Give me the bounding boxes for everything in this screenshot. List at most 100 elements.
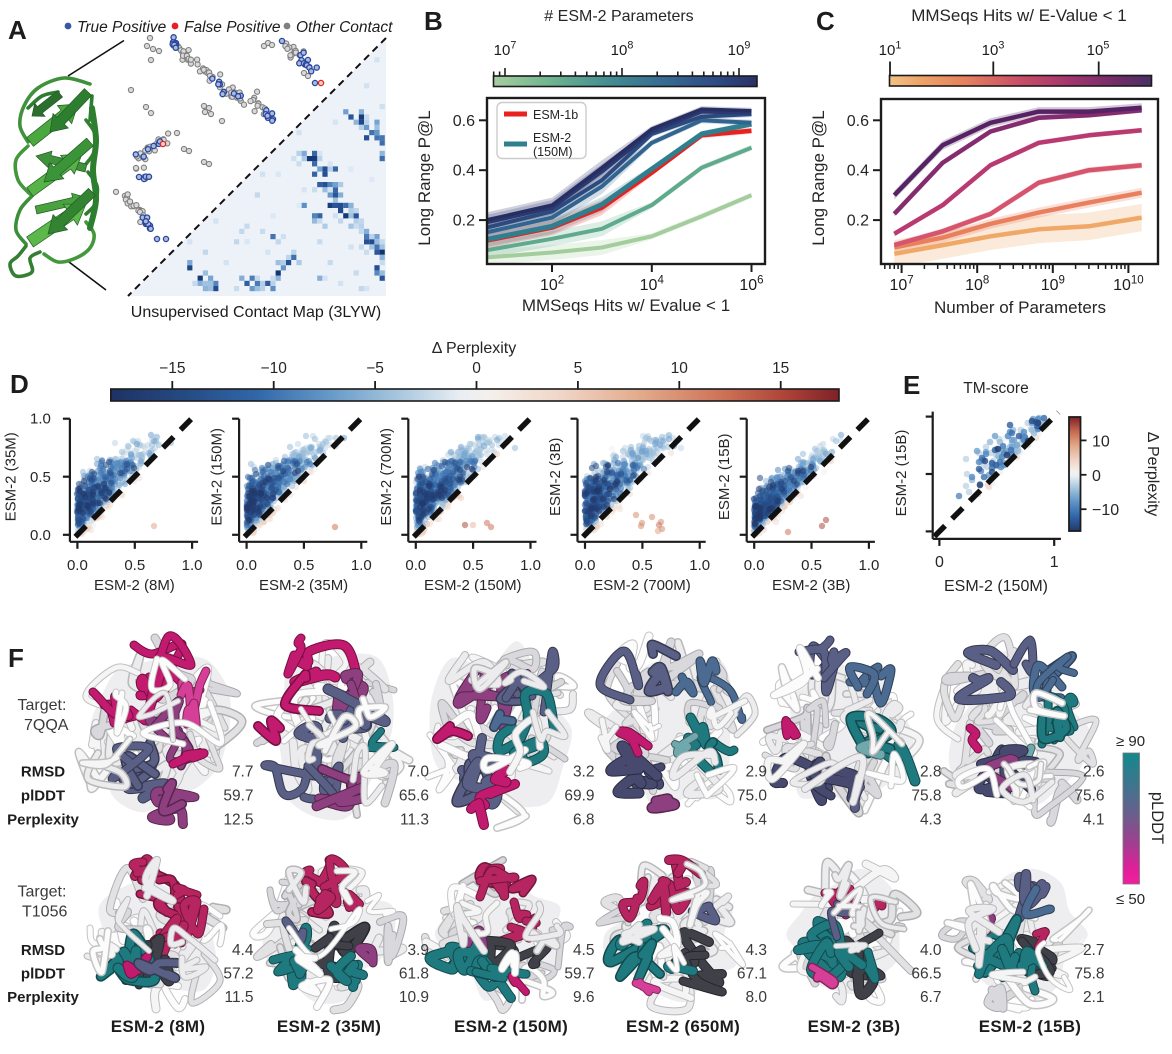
svg-text:ESM-2 (700M): ESM-2 (700M) [593,577,691,594]
svg-text:4.3: 4.3 [920,812,942,829]
svg-text:True Positive: True Positive [77,19,167,36]
svg-text:1.0: 1.0 [351,557,372,574]
svg-text:ESM-2 (15B): ESM-2 (15B) [979,1017,1082,1036]
svg-text:ESM-2 (3B): ESM-2 (3B) [547,438,564,516]
svg-text:T1056: T1056 [22,904,67,921]
svg-text:5.4: 5.4 [745,812,767,829]
svg-text:Target:: Target: [18,697,67,714]
svg-text:−15: −15 [159,360,185,377]
svg-text:0.0: 0.0 [744,557,765,574]
svg-text:8.0: 8.0 [745,989,767,1006]
svg-text:0.5: 0.5 [463,557,484,574]
svg-text:12.5: 12.5 [223,812,253,829]
svg-text:≤ 50: ≤ 50 [1116,891,1145,908]
svg-text:(150M): (150M) [533,145,573,159]
svg-text:6.8: 6.8 [573,812,595,829]
svg-text:0.5: 0.5 [801,557,822,574]
svg-text:0.6: 0.6 [847,113,869,130]
svg-text:69.9: 69.9 [564,788,594,805]
svg-text:2.7: 2.7 [1083,942,1105,959]
svg-text:E: E [903,370,920,400]
svg-text:0.5: 0.5 [124,557,145,574]
svg-text:0.0: 0.0 [575,557,596,574]
svg-text:10: 10 [1092,433,1110,450]
svg-text:1.0: 1.0 [30,411,51,428]
svg-text:# ESM-2 Parameters: # ESM-2 Parameters [544,8,693,25]
svg-text:−5: −5 [366,360,384,377]
svg-text:66.5: 66.5 [911,966,941,983]
svg-text:0.5: 0.5 [294,557,315,574]
svg-text:57.2: 57.2 [223,966,253,983]
svg-text:10: 10 [671,360,689,377]
svg-text:ESM-2: ESM-2 [533,131,571,145]
svg-text:11.5: 11.5 [224,989,253,1006]
svg-text:0.0: 0.0 [236,557,257,574]
svg-text:TM-score: TM-score [963,380,1028,397]
svg-text:F: F [8,643,24,673]
svg-text:plDDT: plDDT [21,788,65,805]
svg-text:4.1: 4.1 [1083,812,1105,829]
svg-text:3.2: 3.2 [573,764,595,781]
svg-text:Perplexity: Perplexity [7,989,79,1006]
svg-text:≥ 90: ≥ 90 [1116,733,1145,750]
svg-text:ESM-2 (35M): ESM-2 (35M) [277,1017,381,1036]
svg-text:0: 0 [1092,468,1101,485]
svg-text:C: C [816,6,835,36]
svg-text:59.7: 59.7 [223,788,253,805]
svg-text:0.4: 0.4 [847,163,869,180]
svg-text:3.9: 3.9 [407,942,429,959]
svg-text:0.0: 0.0 [67,557,88,574]
svg-text:Target:: Target: [18,884,67,901]
svg-text:1.0: 1.0 [689,557,710,574]
svg-text:0.0: 0.0 [30,527,51,544]
svg-text:ESM-2 (8M): ESM-2 (8M) [94,577,175,594]
svg-text:0.5: 0.5 [632,557,653,574]
svg-text:0: 0 [935,554,944,571]
svg-text:0.2: 0.2 [847,213,869,230]
svg-text:ESM-2 (35M): ESM-2 (35M) [259,577,348,594]
svg-text:0.2: 0.2 [453,213,475,230]
svg-text:ESM-2 (15B): ESM-2 (15B) [716,433,733,520]
svg-text:15: 15 [772,360,789,377]
svg-text:2.1: 2.1 [1083,989,1105,1006]
svg-text:4.3: 4.3 [745,942,767,959]
svg-text:Δ Perplexity: Δ Perplexity [432,340,517,357]
svg-text:pLDDT: pLDDT [1148,792,1166,844]
svg-text:1.0: 1.0 [858,557,879,574]
svg-text:ESM-2 (3B): ESM-2 (3B) [808,1017,901,1036]
svg-text:7.0: 7.0 [407,764,429,781]
svg-text:5: 5 [574,360,583,377]
svg-text:A: A [8,15,27,45]
svg-text:ESM-2 (8M): ESM-2 (8M) [111,1017,206,1036]
svg-text:67.1: 67.1 [737,966,767,983]
svg-text:0: 0 [472,360,481,377]
svg-text:plDDT: plDDT [21,966,65,983]
svg-text:75.0: 75.0 [737,788,768,805]
svg-text:10.9: 10.9 [399,989,429,1006]
svg-text:7QQA: 7QQA [24,717,69,734]
svg-text:ESM-2 (15B): ESM-2 (15B) [893,430,910,517]
svg-text:False Positive: False Positive [184,19,281,36]
svg-text:2.6: 2.6 [1083,764,1105,781]
svg-text:61.8: 61.8 [399,966,429,983]
svg-text:Number of Parameters: Number of Parameters [934,298,1106,317]
svg-text:ESM-2 (150M): ESM-2 (150M) [424,577,522,594]
svg-text:9.6: 9.6 [573,989,595,1006]
svg-text:RMSD: RMSD [21,942,65,959]
svg-text:0.5: 0.5 [30,469,51,486]
svg-text:11.3: 11.3 [400,812,429,829]
svg-text:Long Range P@L: Long Range P@L [809,110,828,245]
svg-text:Δ Perplexity: Δ Perplexity [1144,432,1161,517]
svg-text:ESM-2 (650M): ESM-2 (650M) [626,1017,740,1036]
svg-text:ESM-1b: ESM-1b [533,108,578,122]
svg-text:RMSD: RMSD [21,764,65,781]
svg-text:2.8: 2.8 [920,764,942,781]
svg-text:B: B [424,6,443,36]
svg-text:Perplexity: Perplexity [7,812,79,829]
svg-text:0.0: 0.0 [405,557,426,574]
svg-text:75.8: 75.8 [1074,966,1104,983]
svg-text:−10: −10 [1092,502,1119,519]
svg-text:75.8: 75.8 [911,788,941,805]
svg-text:−10: −10 [261,360,288,377]
svg-text:1.0: 1.0 [182,557,203,574]
